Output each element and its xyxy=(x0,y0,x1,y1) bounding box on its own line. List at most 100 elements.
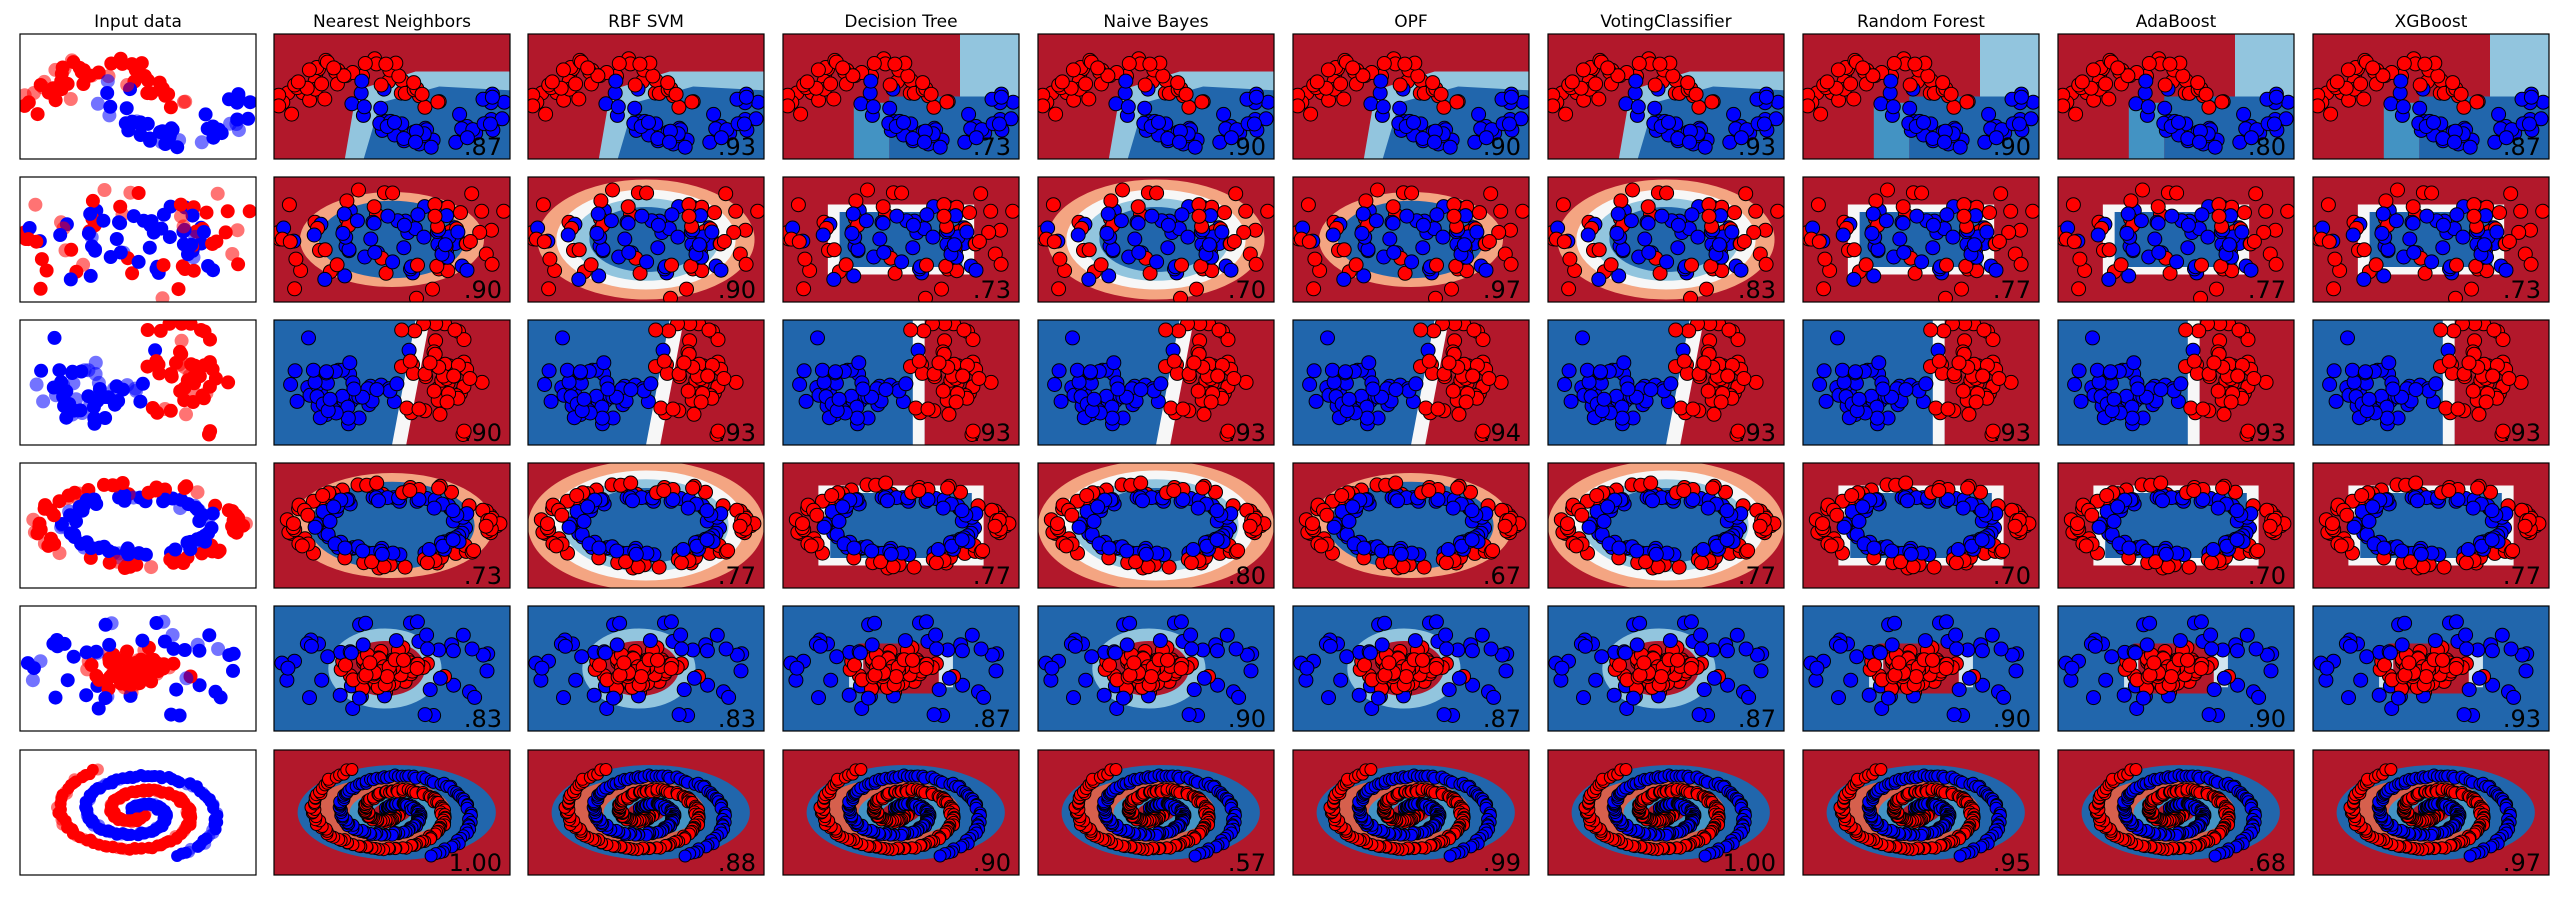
data-point xyxy=(1647,77,1663,93)
data-point xyxy=(1974,503,1990,519)
data-point xyxy=(466,543,482,559)
data-point xyxy=(612,615,628,631)
data-point xyxy=(2445,75,2461,91)
data-point xyxy=(882,77,898,93)
data-point xyxy=(2408,382,2424,398)
data-point xyxy=(203,424,218,439)
data-point xyxy=(1209,503,1225,519)
data-point xyxy=(22,221,37,235)
data-point xyxy=(1873,96,1889,112)
panel-linearly-separable-0 xyxy=(19,319,257,446)
panel-frame xyxy=(19,605,257,732)
data-point xyxy=(2209,281,2224,297)
score-label: .90 xyxy=(1993,133,2031,161)
panel-moons-9: .87 xyxy=(2312,33,2550,161)
data-point xyxy=(1740,543,1756,559)
data-point xyxy=(2078,538,2094,554)
data-point xyxy=(1501,116,1517,132)
panel-frame xyxy=(1037,33,1275,160)
data-point xyxy=(1640,199,1656,215)
data-point xyxy=(1385,215,1401,231)
data-point xyxy=(1596,513,1612,529)
data-point xyxy=(174,209,188,224)
panel-circles-6: .77 xyxy=(1547,462,1785,590)
data-point xyxy=(385,185,401,201)
data-point xyxy=(1968,394,1984,410)
data-point xyxy=(595,242,611,257)
data-point xyxy=(2098,76,2114,92)
data-point xyxy=(467,689,483,705)
data-point xyxy=(179,671,194,686)
data-point xyxy=(621,245,637,260)
data-point xyxy=(1435,229,1451,245)
data-point xyxy=(2417,265,2433,281)
data-point xyxy=(437,237,453,253)
panel-frame xyxy=(782,462,1020,589)
data-point xyxy=(993,256,1009,272)
panel-frame xyxy=(1547,462,1785,589)
data-point xyxy=(414,86,430,102)
data-point xyxy=(164,707,179,722)
data-point xyxy=(954,532,970,548)
panel-moons-4: .90 xyxy=(1037,33,1275,161)
data-point xyxy=(1843,76,1859,92)
data-point xyxy=(1345,60,1361,76)
data-point xyxy=(710,332,726,348)
data-point xyxy=(1442,139,1458,155)
data-point xyxy=(154,135,169,150)
data-point xyxy=(2229,503,2245,519)
data-point xyxy=(2498,130,2514,146)
data-point xyxy=(680,500,696,516)
data-point xyxy=(1736,234,1752,249)
data-point xyxy=(677,139,693,155)
data-point xyxy=(965,332,981,348)
data-point xyxy=(1562,251,1578,267)
data-point xyxy=(2153,382,2169,398)
data-point xyxy=(302,690,317,706)
data-point xyxy=(1174,207,1190,223)
data-point xyxy=(1045,197,1061,213)
data-point xyxy=(281,197,297,213)
data-point xyxy=(1668,322,1684,338)
data-point xyxy=(1682,134,1697,150)
data-point xyxy=(548,538,564,554)
data-point xyxy=(554,507,570,523)
panel-linearly-separable-5: .94 xyxy=(1292,319,1530,447)
data-point xyxy=(1058,538,1074,554)
data-point xyxy=(783,98,796,114)
panel-frame xyxy=(2312,33,2550,160)
data-point xyxy=(1600,499,1616,515)
data-point xyxy=(803,538,819,554)
data-point xyxy=(1670,240,1686,256)
data-point xyxy=(409,290,424,302)
data-point xyxy=(2470,480,2486,496)
data-point xyxy=(37,74,52,89)
data-point xyxy=(663,290,678,302)
panel-linearly-separable-2: .93 xyxy=(527,319,765,447)
data-point xyxy=(88,242,102,257)
data-point xyxy=(155,124,170,139)
data-point xyxy=(376,559,392,575)
data-point xyxy=(63,272,78,287)
data-point xyxy=(1515,203,1529,219)
data-point xyxy=(211,642,226,656)
data-point xyxy=(728,203,744,219)
data-point xyxy=(2141,56,2157,71)
data-point xyxy=(935,500,951,516)
data-point xyxy=(1226,234,1242,249)
data-point xyxy=(2346,519,2362,535)
data-point xyxy=(121,547,136,562)
data-point xyxy=(445,643,461,659)
data-point xyxy=(2073,393,2089,409)
data-point xyxy=(2173,376,2189,392)
data-point xyxy=(2186,353,2202,369)
data-point xyxy=(2085,330,2100,346)
data-point xyxy=(426,500,442,516)
data-point xyxy=(1691,99,1707,115)
data-point xyxy=(896,114,911,130)
data-point xyxy=(2198,86,2214,102)
data-point xyxy=(685,480,701,496)
data-point xyxy=(1579,362,1595,378)
data-point xyxy=(346,381,362,397)
data-point xyxy=(314,76,330,92)
